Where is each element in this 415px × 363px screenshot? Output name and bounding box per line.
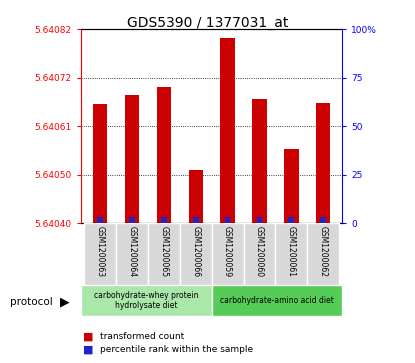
Text: GSM1200065: GSM1200065 [159, 227, 168, 277]
Bar [220, 38, 235, 223]
Bar [156, 87, 171, 223]
Bar [316, 103, 330, 223]
Bar [81, 285, 212, 316]
Bar [129, 217, 135, 223]
Bar [193, 217, 199, 223]
Text: percentile rank within the sample: percentile rank within the sample [100, 345, 253, 354]
Text: GSM1200063: GSM1200063 [95, 227, 105, 277]
Bar [125, 95, 139, 223]
Text: transformed count: transformed count [100, 333, 184, 341]
Text: GSM1200061: GSM1200061 [287, 227, 296, 277]
Bar [320, 217, 326, 223]
Text: GSM1200064: GSM1200064 [127, 227, 137, 277]
Bar [116, 223, 148, 285]
Bar [276, 223, 307, 285]
Bar [97, 217, 103, 223]
Bar [212, 285, 342, 316]
Bar [225, 217, 230, 223]
Text: GSM1200060: GSM1200060 [255, 227, 264, 277]
Bar [244, 223, 276, 285]
Text: GDS5390 / 1377031_at: GDS5390 / 1377031_at [127, 16, 288, 30]
Text: ▶: ▶ [59, 295, 69, 309]
Text: carbohydrate-amino acid diet: carbohydrate-amino acid diet [220, 296, 334, 305]
Text: carbohydrate-whey protein
hydrolysate diet: carbohydrate-whey protein hydrolysate di… [94, 291, 198, 310]
Bar [288, 217, 294, 223]
Text: GSM1200062: GSM1200062 [319, 227, 328, 277]
Bar [212, 223, 244, 285]
Bar [84, 223, 116, 285]
Bar [256, 217, 262, 223]
Bar [180, 223, 212, 285]
Bar [188, 170, 203, 223]
Bar [93, 105, 107, 223]
Bar [307, 223, 339, 285]
Bar [252, 99, 267, 223]
Bar [284, 149, 298, 223]
Bar [148, 223, 180, 285]
Text: GSM1200059: GSM1200059 [223, 227, 232, 277]
Text: ■: ■ [83, 332, 93, 342]
Bar [161, 217, 167, 223]
Text: ■: ■ [83, 344, 93, 354]
Text: GSM1200066: GSM1200066 [191, 227, 200, 277]
Text: protocol: protocol [10, 297, 53, 307]
